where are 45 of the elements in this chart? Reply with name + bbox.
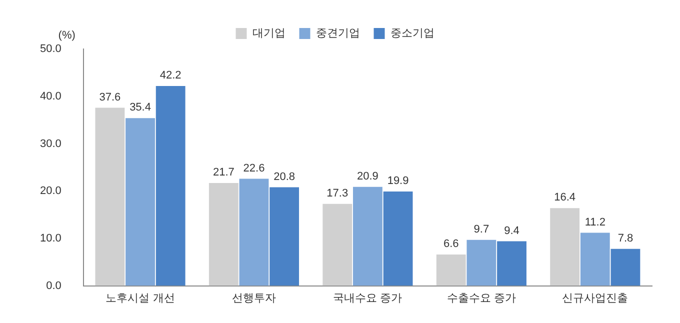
bar xyxy=(322,204,352,286)
legend-label: 중견기업 xyxy=(316,28,360,40)
data-label: 21.7 xyxy=(212,166,234,179)
y-tick-label: 20.0 xyxy=(40,185,62,198)
data-label: 16.4 xyxy=(554,192,576,204)
bar xyxy=(239,178,269,286)
x-tick-label: 선행투자 xyxy=(232,292,276,304)
bar xyxy=(383,192,413,286)
bar xyxy=(497,241,526,286)
data-label: 17.3 xyxy=(326,187,348,200)
bar xyxy=(466,240,496,286)
bar xyxy=(580,232,610,286)
data-label: 20.9 xyxy=(356,170,378,182)
data-label: 9.4 xyxy=(504,224,520,237)
x-tick-label: 수출수요 증가 xyxy=(446,292,516,304)
bar xyxy=(156,86,186,286)
data-label: 42.2 xyxy=(160,69,182,82)
data-label: 7.8 xyxy=(618,232,634,244)
data-label: 19.9 xyxy=(387,175,409,188)
bar xyxy=(208,183,238,286)
y-tick-label: 50.0 xyxy=(40,43,62,56)
data-label: 35.4 xyxy=(130,102,151,114)
y-axis-title: (%) xyxy=(58,30,76,42)
legend-label: 대기업 xyxy=(252,28,286,40)
y-tick-label: 10.0 xyxy=(40,232,62,244)
data-label: 11.2 xyxy=(584,216,606,228)
legend-label: 중소기업 xyxy=(390,28,434,40)
x-tick-label: 노후시설 개선 xyxy=(106,292,175,304)
x-tick-label: 국내수요 증가 xyxy=(333,292,402,304)
x-tick-label: 신규사업진출 xyxy=(562,292,628,304)
data-label: 37.6 xyxy=(99,91,121,104)
data-label: 20.8 xyxy=(274,170,296,183)
bar xyxy=(270,187,300,286)
bar xyxy=(550,208,580,286)
bar xyxy=(436,254,466,286)
y-tick-label: 40.0 xyxy=(40,90,62,102)
data-label: 22.6 xyxy=(243,162,265,174)
y-tick-label: 0.0 xyxy=(46,280,62,292)
bar xyxy=(95,108,125,286)
y-tick-label: 30.0 xyxy=(40,138,62,150)
data-label: 6.6 xyxy=(443,238,459,250)
bar xyxy=(126,118,155,286)
bar xyxy=(610,248,640,286)
data-label: 9.7 xyxy=(474,223,490,236)
bar xyxy=(352,186,382,286)
